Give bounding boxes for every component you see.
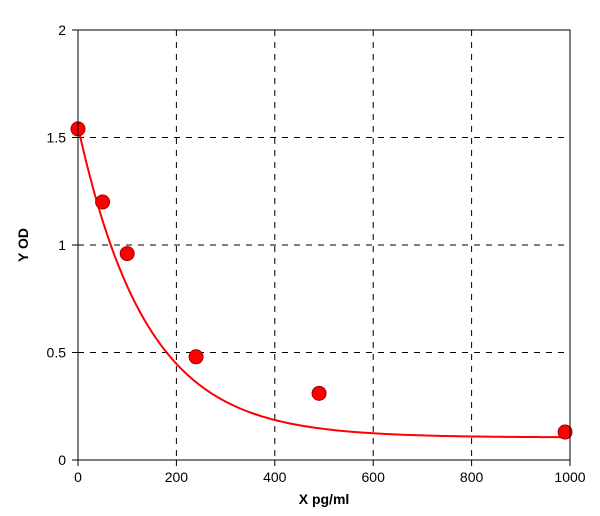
y-tick-label: 0 <box>58 452 66 468</box>
data-point <box>312 386 326 400</box>
x-tick-label: 800 <box>460 469 484 485</box>
x-tick-label: 600 <box>362 469 386 485</box>
y-axis-label: Y OD <box>15 228 31 262</box>
x-tick-label: 200 <box>165 469 189 485</box>
x-tick-label: 0 <box>74 469 82 485</box>
x-tick-label: 400 <box>263 469 287 485</box>
data-point <box>120 247 134 261</box>
chart-bg <box>0 0 600 516</box>
data-point <box>96 195 110 209</box>
y-tick-label: 1.5 <box>47 130 67 146</box>
y-tick-label: 1 <box>58 237 66 253</box>
y-tick-label: 2 <box>58 22 66 38</box>
data-point <box>189 350 203 364</box>
x-tick-label: 1000 <box>554 469 585 485</box>
chart-svg: 0 200 400 600 800 1000 0 0.5 1 1.5 2 X pg/ml Y OD <box>0 0 600 516</box>
chart-container: 0 200 400 600 800 1000 0 0.5 1 1.5 2 X pg/ml Y OD <box>0 0 600 516</box>
y-tick-label: 0.5 <box>47 345 67 361</box>
x-axis-label: X pg/ml <box>299 491 350 507</box>
